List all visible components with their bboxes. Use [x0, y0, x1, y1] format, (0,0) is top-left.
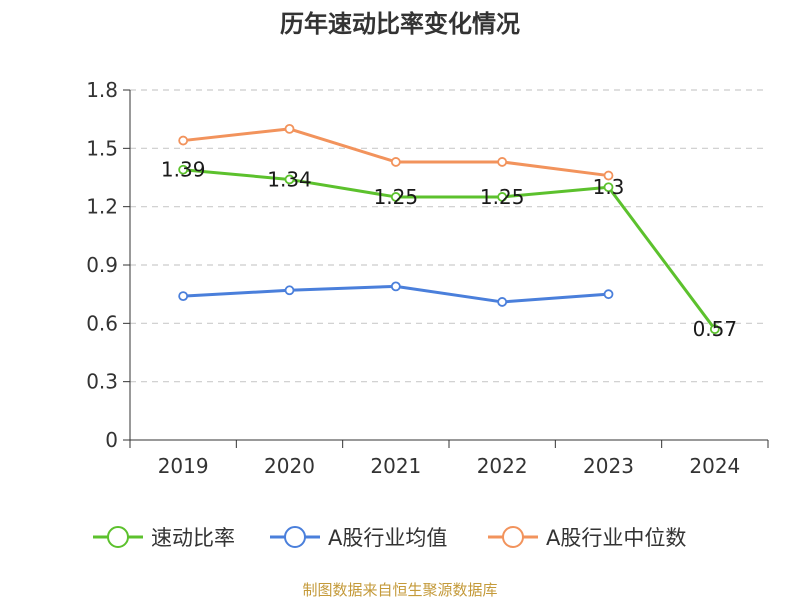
- legend-swatch-marker: [284, 526, 306, 548]
- y-tick-label: 1.2: [86, 195, 118, 219]
- x-tick-label: 2023: [583, 454, 634, 478]
- data-point: [603, 289, 614, 300]
- data-point: [390, 192, 401, 202]
- x-tick-label: 2021: [370, 454, 421, 478]
- series-line: [183, 168, 717, 331]
- data-point: [497, 297, 508, 307]
- data-point: [284, 123, 295, 134]
- legend-swatch-marker: [107, 526, 129, 548]
- legend-label: 速动比率: [151, 526, 235, 550]
- data-point: [709, 324, 720, 335]
- y-tick-label: 1.5: [86, 136, 118, 160]
- data-point: [390, 157, 401, 167]
- x-tick-label: 2022: [477, 454, 528, 478]
- series-layer: [178, 123, 720, 335]
- legend-label: A股行业均值: [328, 526, 447, 550]
- legend-label: A股行业中位数: [546, 526, 686, 550]
- legend-swatch-marker: [502, 526, 524, 548]
- data-point: [497, 192, 508, 202]
- data-point: [603, 182, 614, 193]
- data-point: [603, 170, 614, 181]
- chart-title: 历年速动比率变化情况: [280, 10, 520, 38]
- series-line: [183, 127, 609, 178]
- data-label: 1.25: [374, 185, 419, 209]
- data-point: [390, 281, 401, 292]
- source-note: 制图数据来自恒生聚源数据库: [302, 581, 497, 599]
- data-point: [497, 157, 508, 167]
- x-tick-label: 2020: [264, 454, 315, 478]
- grid: [130, 89, 768, 383]
- data-point: [284, 174, 295, 185]
- x-tick-label: 2019: [158, 454, 209, 478]
- y-tick-label: 0: [105, 428, 118, 452]
- data-point: [284, 285, 295, 296]
- y-tick-label: 0.6: [86, 311, 118, 335]
- y-tick-label: 0.9: [86, 253, 118, 277]
- data-label: 1.39: [161, 158, 206, 182]
- data-point: [178, 135, 189, 146]
- data-point: [178, 291, 189, 302]
- y-tick-label: 1.8: [86, 78, 118, 102]
- y-tick-label: 0.3: [86, 370, 118, 394]
- data-point: [178, 164, 189, 175]
- data-label: 0.57: [693, 317, 738, 341]
- x-tick-label: 2024: [689, 454, 740, 478]
- legend: 速动比率 A股行业均值 A股行业中位数: [93, 526, 686, 550]
- data-label: 1.34: [267, 167, 312, 191]
- axes: 0 0.3 0.6 0.9 1.2 1.5 1.8 2019 2020 2021 2022 2023 2…: [86, 78, 769, 478]
- data-label: 1.25: [480, 185, 525, 209]
- data-labels: 1.39 1.34 1.25 1.25 1.3 0.57: [161, 158, 737, 341]
- data-label: 1.3: [593, 175, 625, 199]
